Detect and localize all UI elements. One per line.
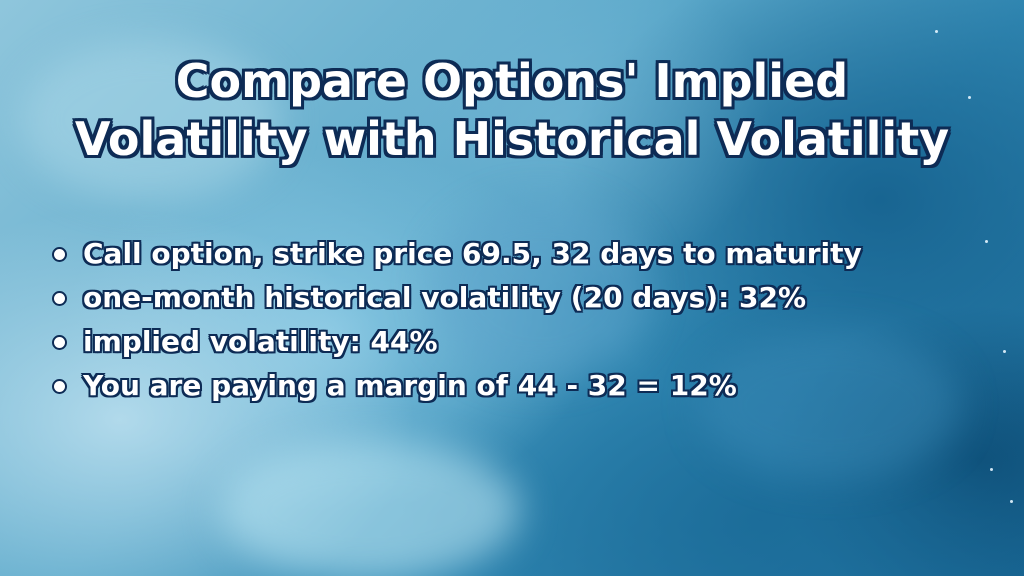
bullet-item: implied volatility: 44% (52, 320, 862, 364)
bullet-text: implied volatility: 44% (83, 325, 438, 358)
background-sparkle (1010, 500, 1013, 503)
title-line-1: Compare Options' Implied (175, 54, 849, 108)
bullet-list: Call option, strike price 69.5, 32 days … (52, 232, 862, 408)
background-sparkle (935, 30, 938, 33)
bullet-item: one-month historical volatility (20 days… (52, 276, 862, 320)
bullet-item: You are paying a margin of 44 - 32 = 12% (52, 364, 862, 408)
bullet-text: You are paying a margin of 44 - 32 = 12% (83, 369, 737, 402)
bullet-dot-icon (52, 290, 67, 306)
title-line-2: Volatility with Historical Volatility (74, 112, 950, 166)
background-cloud (220, 440, 520, 576)
slide-title: Compare Options' Implied Volatility with… (0, 52, 1024, 168)
bullet-dot-icon (52, 334, 67, 350)
background-sparkle (1003, 350, 1006, 353)
background-cloud (700, 330, 960, 480)
bullet-dot-icon (52, 246, 67, 262)
bullet-text: one-month historical volatility (20 days… (83, 281, 807, 314)
background-cloud (20, 40, 280, 200)
background-sparkle (968, 96, 971, 99)
bullet-text: Call option, strike price 69.5, 32 days … (83, 237, 862, 270)
background-sparkle (985, 240, 988, 243)
bullet-dot-icon (52, 378, 67, 394)
background-sparkle (990, 468, 993, 471)
background-cloud (430, 200, 650, 380)
bullet-item: Call option, strike price 69.5, 32 days … (52, 232, 862, 276)
